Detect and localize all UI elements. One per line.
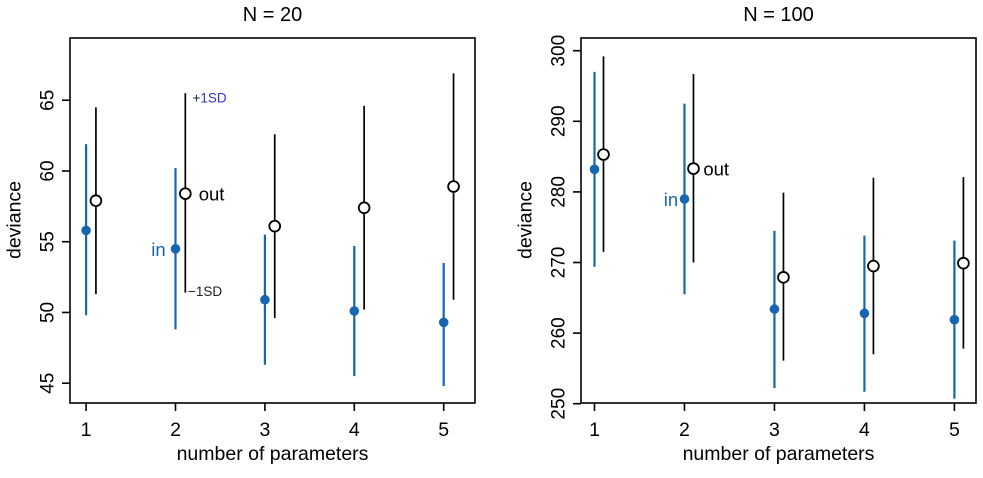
panel-right-xaxis-title: number of parameters <box>682 443 875 465</box>
point-in-left <box>260 294 270 305</box>
y-tick-label-right: 270 <box>549 247 570 279</box>
point-in-right <box>679 194 690 204</box>
point-in-left <box>438 317 449 328</box>
x-tick-label-left: 4 <box>349 419 360 441</box>
y-tick-label-left: 45 <box>38 373 59 394</box>
point-out-right <box>777 271 790 284</box>
annotation-in-label-right: in <box>664 188 678 209</box>
plot-box-right <box>580 37 977 404</box>
x-tick-label-right: 3 <box>769 419 780 441</box>
y-tick-label-left: 50 <box>38 302 59 323</box>
annotation-plus-1sd-label-left: +1SD <box>192 90 226 105</box>
y-tick-label-left: 55 <box>38 231 59 252</box>
point-out-left <box>357 201 371 215</box>
annotation-out-label-left: out <box>199 183 225 204</box>
point-out-left <box>268 219 282 233</box>
y-tick-label-right: 300 <box>549 35 570 67</box>
point-out-right <box>687 162 700 175</box>
annotation-minus-1sd-label-left: −1SD <box>188 284 222 299</box>
panel-left-xaxis-title: number of parameters <box>176 443 369 465</box>
y-tick-label-right: 290 <box>549 105 570 137</box>
point-in-left <box>170 243 181 254</box>
x-tick-label-left: 1 <box>81 419 92 441</box>
point-out-left <box>447 180 460 193</box>
y-tick-label-right: 280 <box>549 176 570 208</box>
x-tick-label-left: 5 <box>438 419 449 441</box>
x-tick-label-left: 3 <box>259 419 270 441</box>
x-tick-label-right: 2 <box>679 419 690 441</box>
point-in-right <box>589 164 600 175</box>
annotation-out-label-right: out <box>703 158 729 179</box>
y-tick-label-right: 250 <box>549 388 570 420</box>
point-in-left <box>81 225 91 236</box>
x-tick-label-right: 1 <box>589 419 600 441</box>
point-out-left <box>89 194 103 207</box>
point-out-right <box>957 256 970 270</box>
y-tick-label-right: 260 <box>549 317 570 349</box>
point-out-right <box>597 148 610 161</box>
point-in-right <box>769 304 780 314</box>
x-tick-label-left: 2 <box>170 419 181 441</box>
annotation-in-label-left: in <box>151 238 165 259</box>
x-tick-label-right: 4 <box>859 419 870 441</box>
panel-left-title: N = 20 <box>242 4 303 26</box>
point-out-right <box>867 259 880 273</box>
y-tick-label-left: 60 <box>38 160 59 181</box>
x-tick-label-right: 5 <box>949 419 960 441</box>
point-in-left <box>349 306 360 316</box>
point-in-right <box>859 308 870 319</box>
panel-left-yaxis-title: deviance <box>3 180 26 260</box>
panel-right-yaxis-title: deviance <box>514 180 537 260</box>
panel-right-title: N = 100 <box>743 4 814 26</box>
y-tick-label-left: 65 <box>38 90 59 111</box>
point-out-left <box>179 187 192 200</box>
plot-box-left <box>69 37 476 404</box>
point-in-right <box>949 314 960 325</box>
